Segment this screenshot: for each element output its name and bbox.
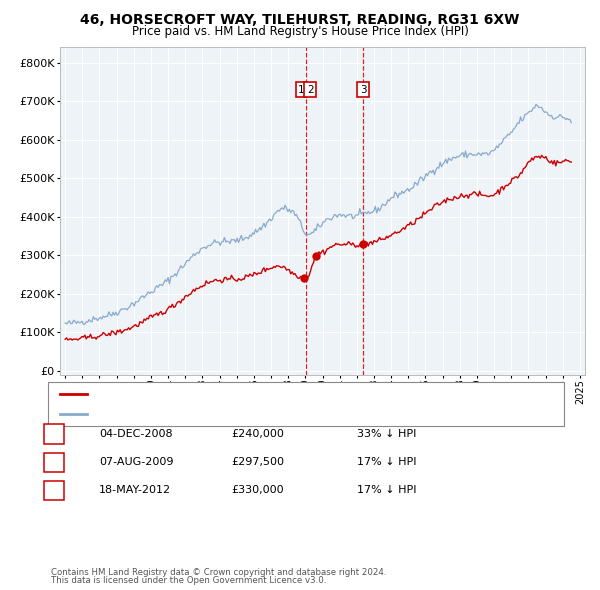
Text: £330,000: £330,000 [231, 486, 284, 495]
Text: 18-MAY-2012: 18-MAY-2012 [99, 486, 171, 495]
Text: 3: 3 [360, 84, 367, 94]
Text: 04-DEC-2008: 04-DEC-2008 [99, 429, 173, 438]
Text: 1: 1 [298, 84, 305, 94]
Text: This data is licensed under the Open Government Licence v3.0.: This data is licensed under the Open Gov… [51, 576, 326, 585]
Text: 3: 3 [50, 486, 57, 495]
Text: 07-AUG-2009: 07-AUG-2009 [99, 457, 173, 467]
Text: 46, HORSECROFT WAY, TILEHURST, READING, RG31 6XW: 46, HORSECROFT WAY, TILEHURST, READING, … [80, 13, 520, 27]
Text: HPI: Average price, detached house, West Berkshire: HPI: Average price, detached house, West… [93, 409, 364, 418]
Text: 1: 1 [50, 429, 57, 438]
Text: 2: 2 [50, 457, 57, 467]
Text: 17% ↓ HPI: 17% ↓ HPI [357, 486, 416, 495]
Text: £240,000: £240,000 [231, 429, 284, 438]
Text: Price paid vs. HM Land Registry's House Price Index (HPI): Price paid vs. HM Land Registry's House … [131, 25, 469, 38]
Text: 2: 2 [307, 84, 313, 94]
Text: 46, HORSECROFT WAY, TILEHURST, READING, RG31 6XW (detached house): 46, HORSECROFT WAY, TILEHURST, READING, … [93, 389, 484, 399]
Text: Contains HM Land Registry data © Crown copyright and database right 2024.: Contains HM Land Registry data © Crown c… [51, 568, 386, 577]
Text: £297,500: £297,500 [231, 457, 284, 467]
Text: 17% ↓ HPI: 17% ↓ HPI [357, 457, 416, 467]
Text: 33% ↓ HPI: 33% ↓ HPI [357, 429, 416, 438]
